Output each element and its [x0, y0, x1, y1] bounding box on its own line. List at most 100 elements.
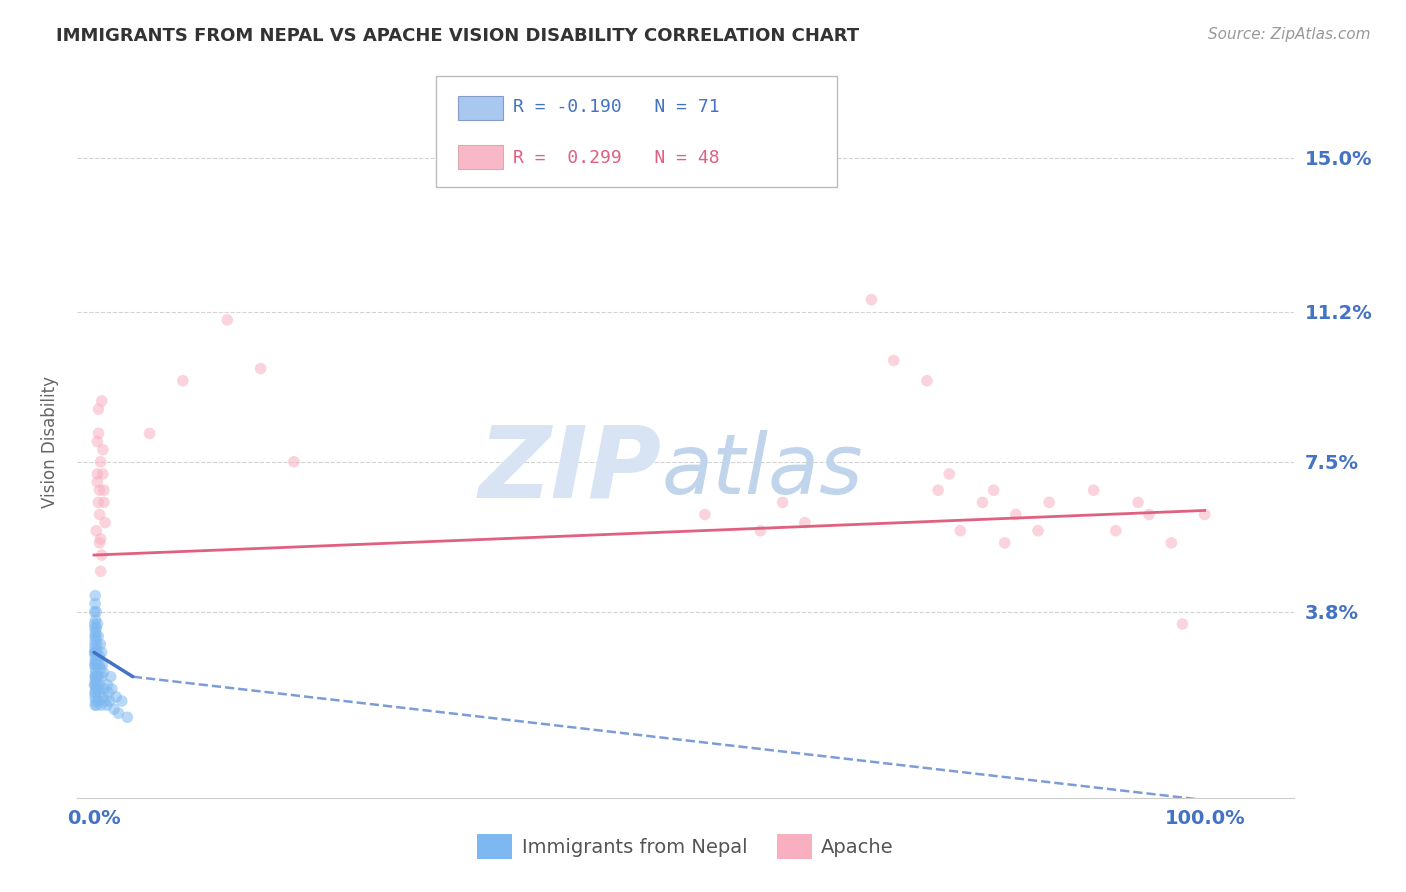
Point — [98, 694, 121, 708]
Text: R = -0.190   N = 71: R = -0.190 N = 71 — [513, 98, 720, 116]
Point — [84, 645, 107, 659]
Point — [949, 524, 972, 538]
Point — [91, 690, 114, 704]
Point — [1194, 508, 1216, 522]
Point — [87, 402, 110, 417]
Point — [84, 649, 107, 664]
Point — [89, 649, 111, 664]
Point — [107, 706, 129, 721]
Point — [84, 621, 107, 635]
Point — [84, 662, 107, 676]
Point — [87, 657, 110, 672]
Point — [84, 629, 107, 643]
Point — [89, 678, 111, 692]
Point — [86, 698, 108, 712]
Point — [983, 483, 1005, 498]
Point — [86, 678, 108, 692]
Text: atlas: atlas — [661, 430, 863, 510]
Point — [84, 670, 107, 684]
Point — [91, 657, 114, 672]
Point — [83, 678, 105, 692]
Point — [84, 694, 107, 708]
Point — [994, 536, 1017, 550]
Point — [111, 694, 134, 708]
Point — [84, 665, 107, 680]
Point — [84, 645, 107, 659]
Point — [89, 686, 111, 700]
Point — [84, 605, 107, 619]
Point — [972, 495, 994, 509]
Point — [172, 374, 194, 388]
Point — [84, 681, 107, 696]
Point — [1038, 495, 1060, 509]
Point — [84, 678, 107, 692]
Point — [87, 629, 110, 643]
Point — [1105, 524, 1128, 538]
Point — [89, 637, 111, 651]
Point — [1160, 536, 1182, 550]
Point — [217, 313, 239, 327]
Point — [87, 681, 110, 696]
Point — [84, 673, 107, 688]
Point — [86, 637, 108, 651]
Point — [93, 681, 115, 696]
Point — [84, 686, 107, 700]
Point — [83, 617, 105, 632]
Point — [86, 617, 108, 632]
Point — [84, 625, 107, 640]
Point — [86, 670, 108, 684]
Point — [84, 657, 107, 672]
Point — [938, 467, 960, 481]
Point — [793, 516, 815, 530]
Point — [90, 394, 112, 409]
Point — [1083, 483, 1105, 498]
Point — [94, 516, 117, 530]
Point — [860, 293, 883, 307]
Point — [84, 633, 107, 648]
Point — [84, 641, 107, 656]
Point — [96, 678, 118, 692]
Legend: Immigrants from Nepal, Apache: Immigrants from Nepal, Apache — [470, 827, 901, 867]
Point — [96, 698, 118, 712]
Point — [772, 495, 794, 509]
Point — [87, 495, 110, 509]
Point — [90, 564, 112, 578]
Point — [93, 665, 115, 680]
Point — [93, 483, 115, 498]
Point — [86, 475, 108, 489]
Point — [1005, 508, 1028, 522]
Point — [103, 702, 125, 716]
Point — [100, 670, 122, 684]
Point — [283, 455, 305, 469]
Point — [90, 532, 112, 546]
Point — [90, 548, 112, 562]
Point — [1126, 495, 1149, 509]
Point — [693, 508, 716, 522]
Point — [84, 597, 107, 611]
Point — [117, 710, 139, 724]
Point — [90, 698, 112, 712]
Point — [915, 374, 938, 388]
Point — [91, 467, 114, 481]
Point — [90, 455, 112, 469]
Point — [89, 483, 111, 498]
Point — [83, 621, 105, 635]
Point — [97, 686, 120, 700]
Point — [87, 426, 110, 441]
Point — [83, 637, 105, 651]
Point — [90, 662, 112, 676]
Point — [84, 629, 107, 643]
Point — [883, 353, 905, 368]
Point — [84, 524, 107, 538]
Point — [1171, 617, 1194, 632]
Point — [87, 670, 110, 684]
Point — [84, 670, 107, 684]
Point — [89, 508, 111, 522]
Point — [83, 686, 105, 700]
Point — [90, 645, 112, 659]
Point — [83, 605, 105, 619]
Point — [84, 613, 107, 627]
Point — [94, 694, 117, 708]
Point — [84, 690, 107, 704]
Point — [927, 483, 949, 498]
